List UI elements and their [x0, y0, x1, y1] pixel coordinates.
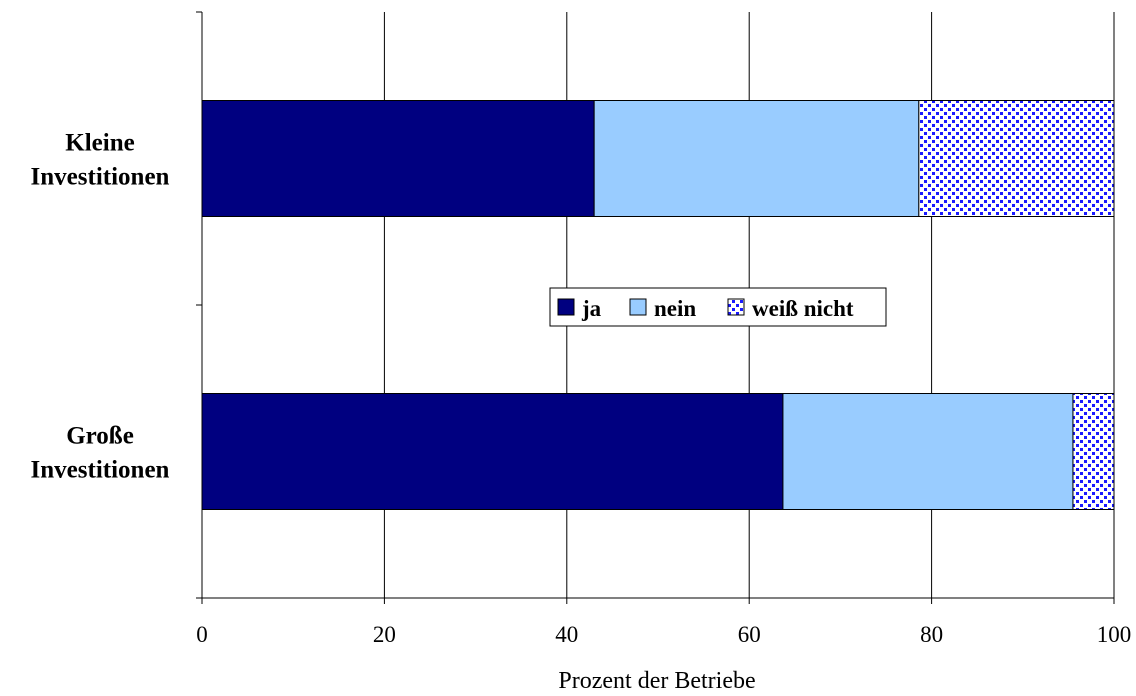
bar-segment [593, 100, 920, 217]
x-tick-label: 20 [373, 622, 396, 647]
x-tick-label: 80 [920, 622, 943, 647]
category-label: Große [66, 423, 134, 450]
x-tick-label: 60 [738, 622, 761, 647]
legend-label: weiß nicht [752, 296, 854, 321]
category-label: Kleine [65, 130, 134, 157]
x-tick-label: 40 [555, 622, 578, 647]
x-tick-label: 0 [196, 622, 208, 647]
bar-segment [201, 393, 784, 510]
category-label: Investitionen [31, 457, 170, 484]
labels: Prozent der Betriebe 0 20 40 60 80 100 Kleine I… [31, 130, 1132, 695]
axes [196, 11, 1115, 604]
category-label: Investitionen [31, 164, 170, 191]
legend-box [549, 287, 887, 327]
x-tick-label: 100 [1097, 622, 1132, 647]
bar-segment [1072, 393, 1115, 510]
bar-segment [918, 100, 1115, 217]
legend-swatch [557, 298, 575, 316]
legend-label: ja [581, 296, 602, 321]
legend: ja nein weiß nicht [549, 287, 887, 327]
legend-label: nein [654, 296, 696, 321]
legend-swatch [629, 298, 647, 316]
legend-swatch [727, 298, 745, 316]
bar-segment [201, 100, 595, 217]
bar-segment [782, 393, 1074, 510]
x-axis-title: Prozent der Betriebe [558, 668, 755, 694]
bars [201, 100, 1115, 510]
